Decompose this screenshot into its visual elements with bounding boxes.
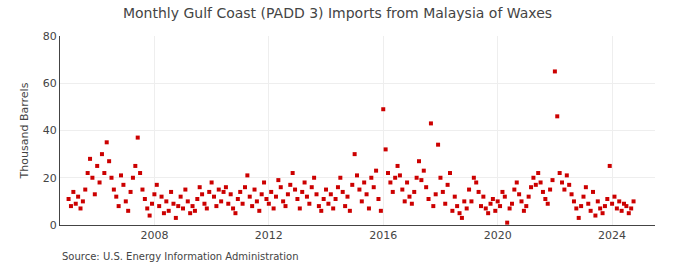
svg-text:2016: 2016 — [369, 229, 397, 242]
svg-text:Monthly Gulf Coast (PADD 3) Im: Monthly Gulf Coast (PADD 3) Imports from… — [123, 5, 552, 21]
svg-text:2024: 2024 — [598, 229, 626, 242]
svg-text:20: 20 — [43, 172, 57, 185]
svg-text:2020: 2020 — [484, 229, 512, 242]
svg-text:40: 40 — [43, 124, 57, 137]
svg-text:2008: 2008 — [140, 229, 168, 242]
svg-text:0: 0 — [50, 219, 57, 232]
svg-text:60: 60 — [43, 77, 57, 90]
svg-text:Source: U.S. Energy Informatio: Source: U.S. Energy Information Administ… — [62, 251, 299, 262]
svg-text:80: 80 — [43, 30, 57, 43]
svg-text:2012: 2012 — [255, 229, 283, 242]
svg-text:Thousand Barrels: Thousand Barrels — [18, 82, 31, 179]
